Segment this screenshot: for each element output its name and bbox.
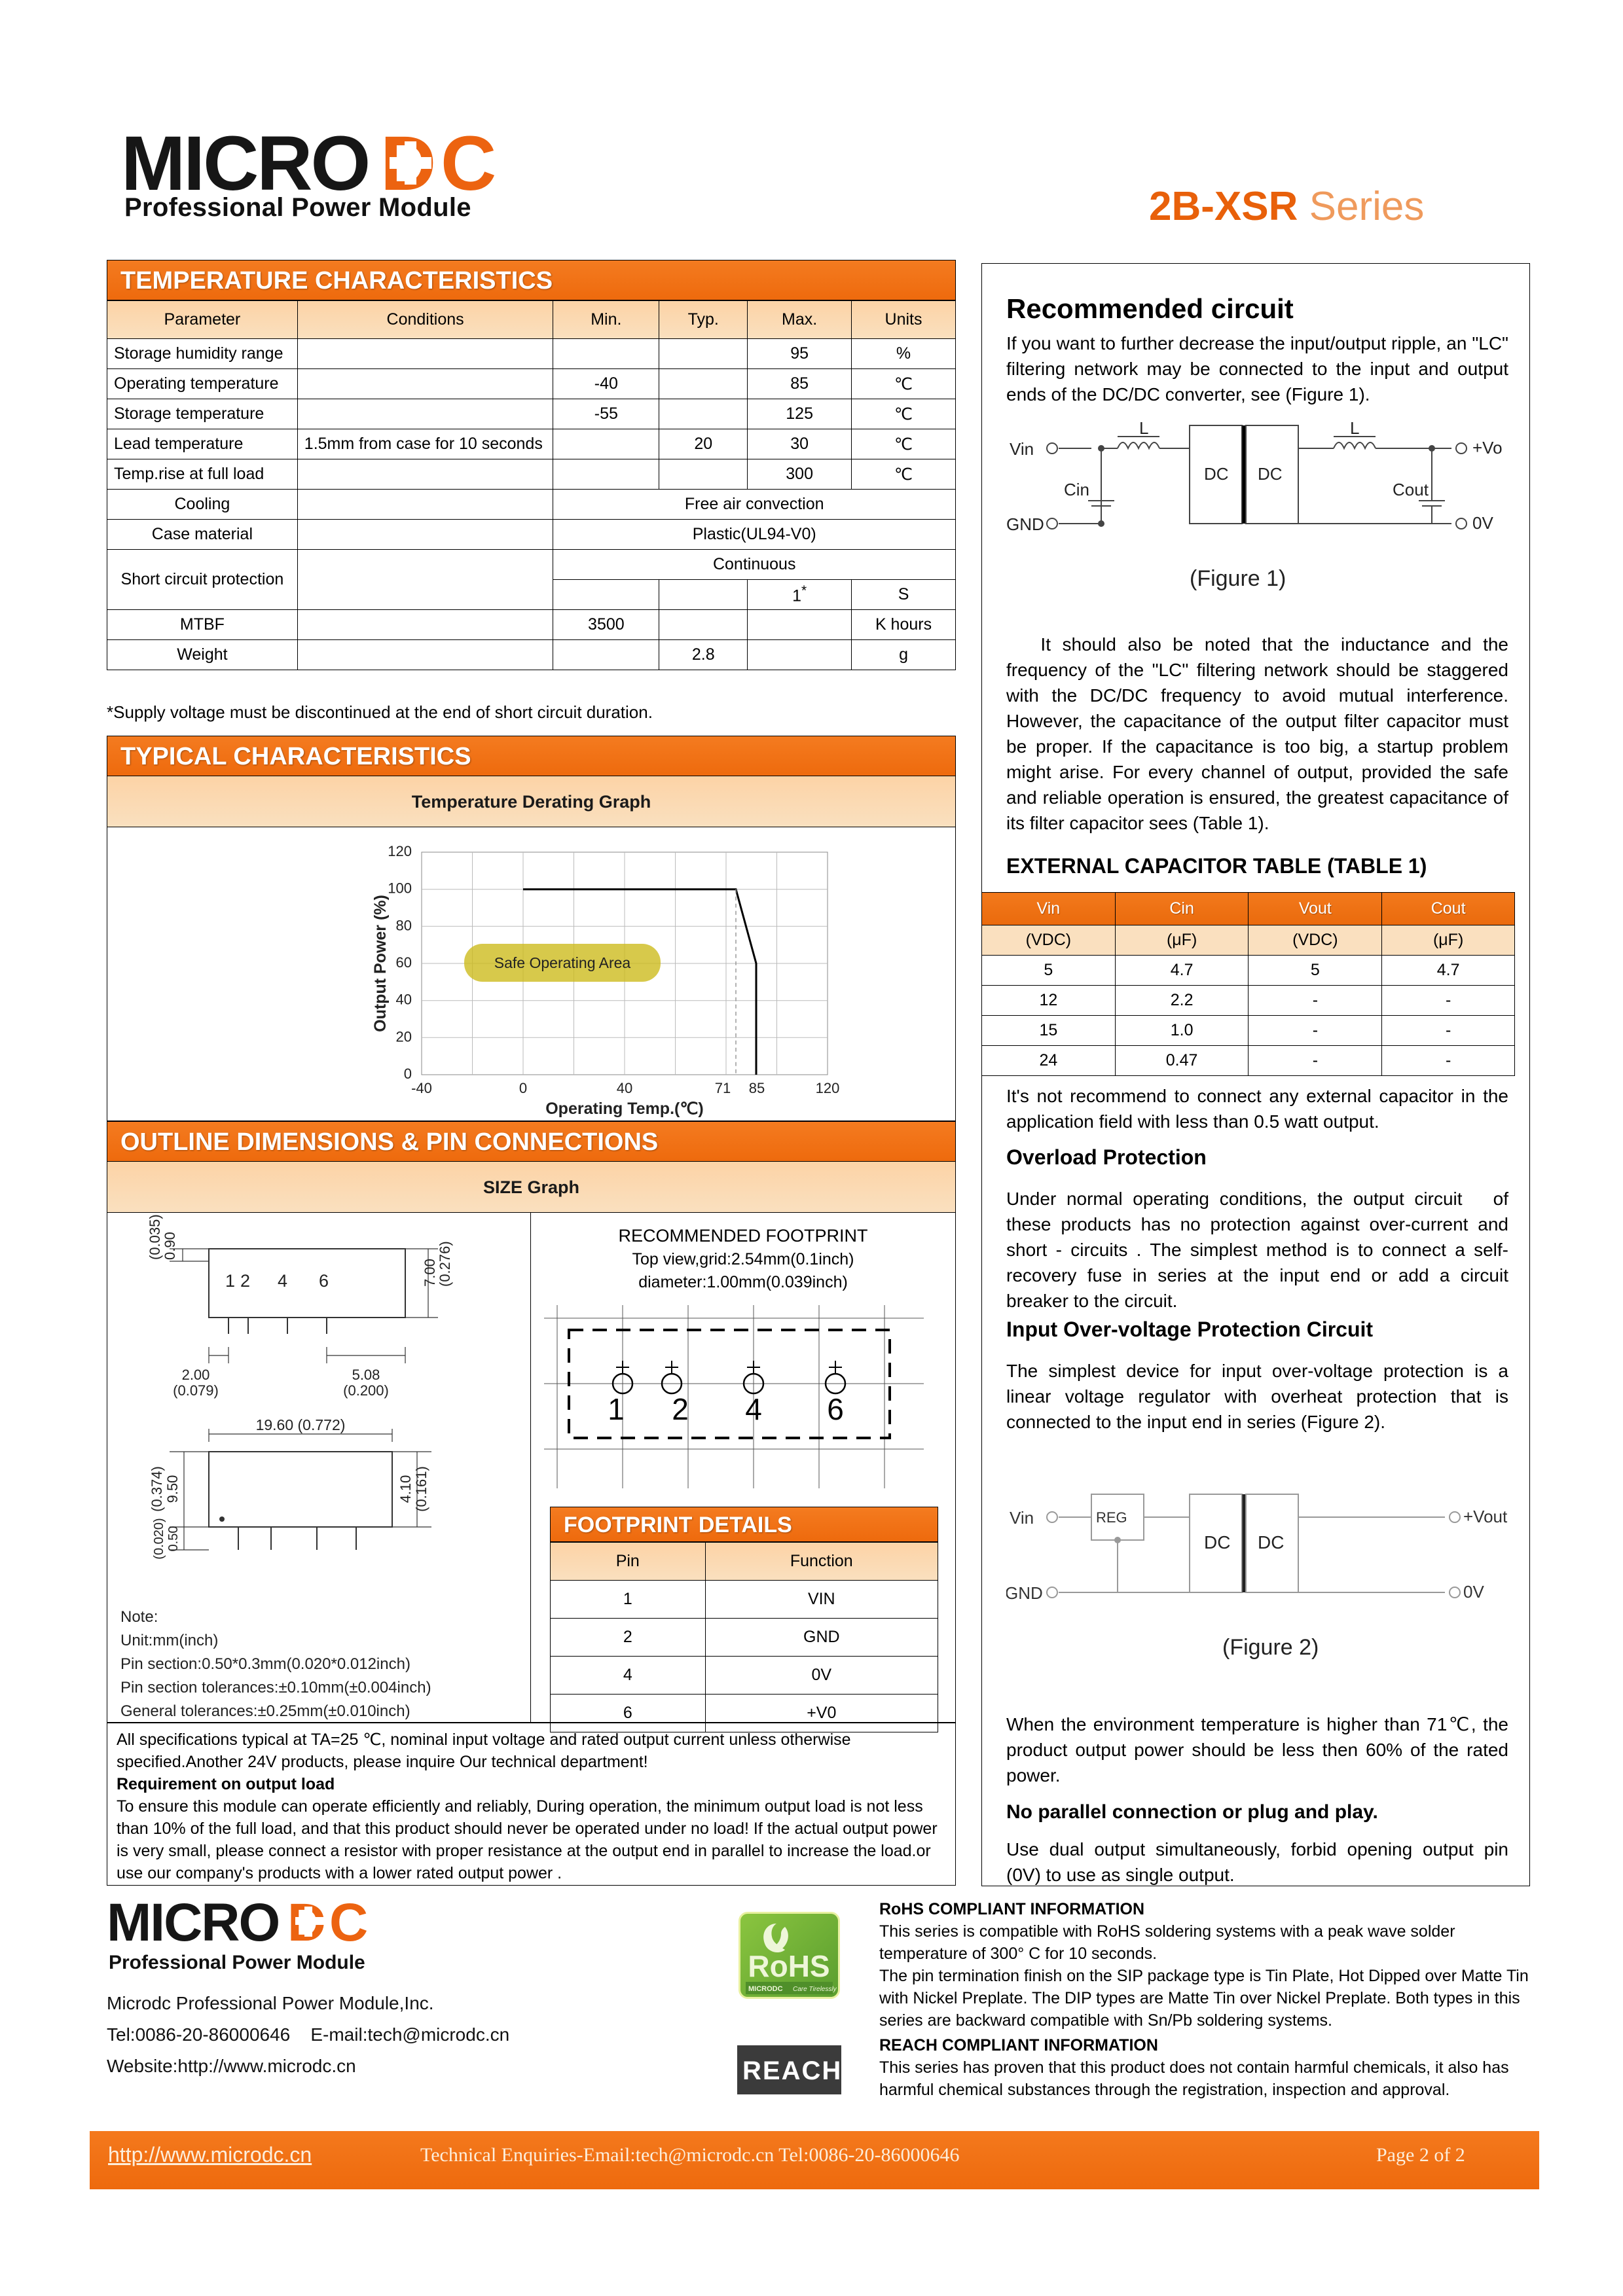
svg-text:100: 100 (388, 880, 412, 897)
svg-text:RoHS: RoHS (748, 1949, 830, 1983)
svg-text:Care Tirelessly: Care Tirelessly (793, 1986, 837, 1993)
svg-text:40: 40 (396, 992, 412, 1008)
svg-text:L: L (1139, 418, 1148, 438)
svg-text:Pin section tolerances:±0.10mm: Pin section tolerances:±0.10mm(±0.004inc… (120, 1679, 431, 1696)
svg-text:Cin: Cin (1064, 480, 1089, 499)
svg-text:6: 6 (827, 1392, 844, 1426)
svg-text:Unit:mm(inch): Unit:mm(inch) (120, 1632, 218, 1649)
svg-text:C: C (329, 1893, 367, 1952)
svg-text:40: 40 (617, 1080, 632, 1096)
svg-text:Output Power (%): Output Power (%) (371, 895, 390, 1032)
svg-text:Note:: Note: (120, 1608, 158, 1626)
svg-text:Vin: Vin (1010, 1508, 1034, 1528)
svg-text:(0.374): (0.374) (149, 1466, 165, 1512)
svg-text:4: 4 (745, 1392, 762, 1426)
svg-text:(0.020): (0.020) (152, 1518, 166, 1559)
svg-text:Vin: Vin (1010, 439, 1034, 459)
svg-text:2.00: 2.00 (182, 1367, 210, 1383)
svg-text:0V: 0V (1472, 513, 1493, 533)
svg-text:REACH: REACH (742, 2056, 841, 2085)
svg-text:85: 85 (749, 1080, 765, 1096)
svg-text:REG: REG (1096, 1509, 1127, 1526)
svg-text:MICRODC: MICRODC (748, 1985, 783, 1993)
svg-text:Operating Temp.(℃): Operating Temp.(℃) (545, 1100, 704, 1118)
svg-text:20: 20 (396, 1028, 412, 1045)
svg-text:+Vo: +Vo (1472, 438, 1503, 457)
svg-text:MICRO: MICRO (107, 1893, 279, 1952)
svg-text:1: 1 (608, 1392, 625, 1426)
svg-text:120: 120 (816, 1080, 840, 1096)
svg-text:0: 0 (519, 1080, 527, 1096)
svg-text:2: 2 (240, 1271, 250, 1291)
svg-text:DC: DC (1258, 464, 1283, 484)
svg-text:Pin section:0.50*0.3mm(0.020*0: Pin section:0.50*0.3mm(0.020*0.012inch) (120, 1655, 410, 1673)
svg-text:71: 71 (715, 1080, 731, 1096)
svg-text:Safe Operating Area: Safe Operating Area (494, 954, 631, 971)
svg-text:(Figure 2): (Figure 2) (1222, 1635, 1319, 1660)
svg-text:4: 4 (278, 1271, 287, 1291)
svg-text:6: 6 (319, 1271, 329, 1291)
svg-text:(0.079): (0.079) (173, 1382, 219, 1399)
svg-text:GND: GND (1006, 1583, 1043, 1603)
svg-text:0.50: 0.50 (166, 1526, 181, 1552)
svg-text:(0.276): (0.276) (437, 1241, 453, 1287)
svg-text:GND: GND (1006, 514, 1044, 534)
svg-text:-40: -40 (411, 1080, 432, 1096)
svg-text:9.50: 9.50 (164, 1475, 181, 1503)
svg-text:120: 120 (388, 843, 412, 859)
svg-text:L: L (1350, 418, 1359, 438)
svg-text:+Vout: +Vout (1463, 1507, 1508, 1526)
svg-text:(0.161): (0.161) (413, 1466, 429, 1512)
svg-text:1: 1 (225, 1271, 235, 1291)
svg-text:60: 60 (396, 954, 412, 971)
svg-text:5.08: 5.08 (352, 1367, 380, 1383)
svg-text:0.90: 0.90 (162, 1232, 178, 1260)
svg-text:7.00: 7.00 (422, 1259, 438, 1287)
svg-text:Cout: Cout (1393, 480, 1429, 499)
svg-text:DC: DC (1204, 464, 1229, 484)
svg-text:4.10: 4.10 (397, 1475, 414, 1503)
svg-text:(0.035): (0.035) (147, 1214, 163, 1260)
svg-text:General tolerances:±0.25mm(±0.: General tolerances:±0.25mm(±0.010inch) (120, 1702, 410, 1720)
svg-text:(0.200): (0.200) (343, 1382, 389, 1399)
svg-text:80: 80 (396, 917, 412, 933)
svg-text:DC: DC (1204, 1532, 1230, 1552)
svg-text:0V: 0V (1463, 1582, 1484, 1602)
svg-text:19.60 (0.772): 19.60 (0.772) (256, 1416, 346, 1433)
svg-text:2: 2 (672, 1392, 689, 1426)
svg-text:(Figure 1): (Figure 1) (1190, 566, 1286, 591)
svg-text:DC: DC (1258, 1532, 1284, 1552)
